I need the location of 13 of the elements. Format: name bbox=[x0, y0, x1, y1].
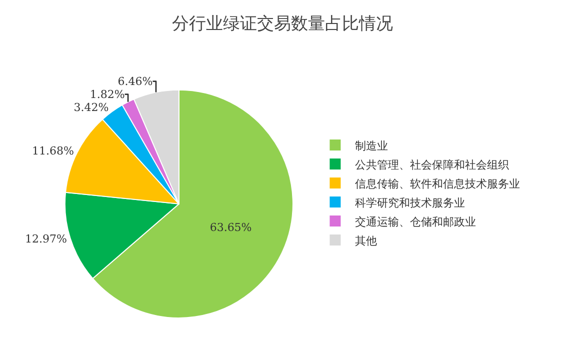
legend-label: 交通运输、仓储和邮政业 bbox=[355, 215, 476, 228]
legend-label: 其他 bbox=[355, 234, 378, 248]
data-label: 3.42% bbox=[74, 100, 109, 114]
data-label: 1.82% bbox=[90, 88, 125, 101]
legend-label: 信息传输、软件和信息技术服务业 bbox=[355, 177, 520, 190]
data-label: 63.65% bbox=[210, 221, 252, 234]
legend-label: 制造业 bbox=[355, 139, 388, 152]
data-label: 6.46% bbox=[118, 74, 153, 88]
legend-label: 公共管理、社会保障和社会组织 bbox=[355, 158, 510, 172]
chart-title: 分行业绿证交易数量占比情况 bbox=[172, 14, 393, 34]
data-label: 12.97% bbox=[25, 232, 67, 246]
data-label: 11.68% bbox=[32, 144, 74, 158]
legend-label: 科学研究和技术服务业 bbox=[355, 196, 466, 210]
